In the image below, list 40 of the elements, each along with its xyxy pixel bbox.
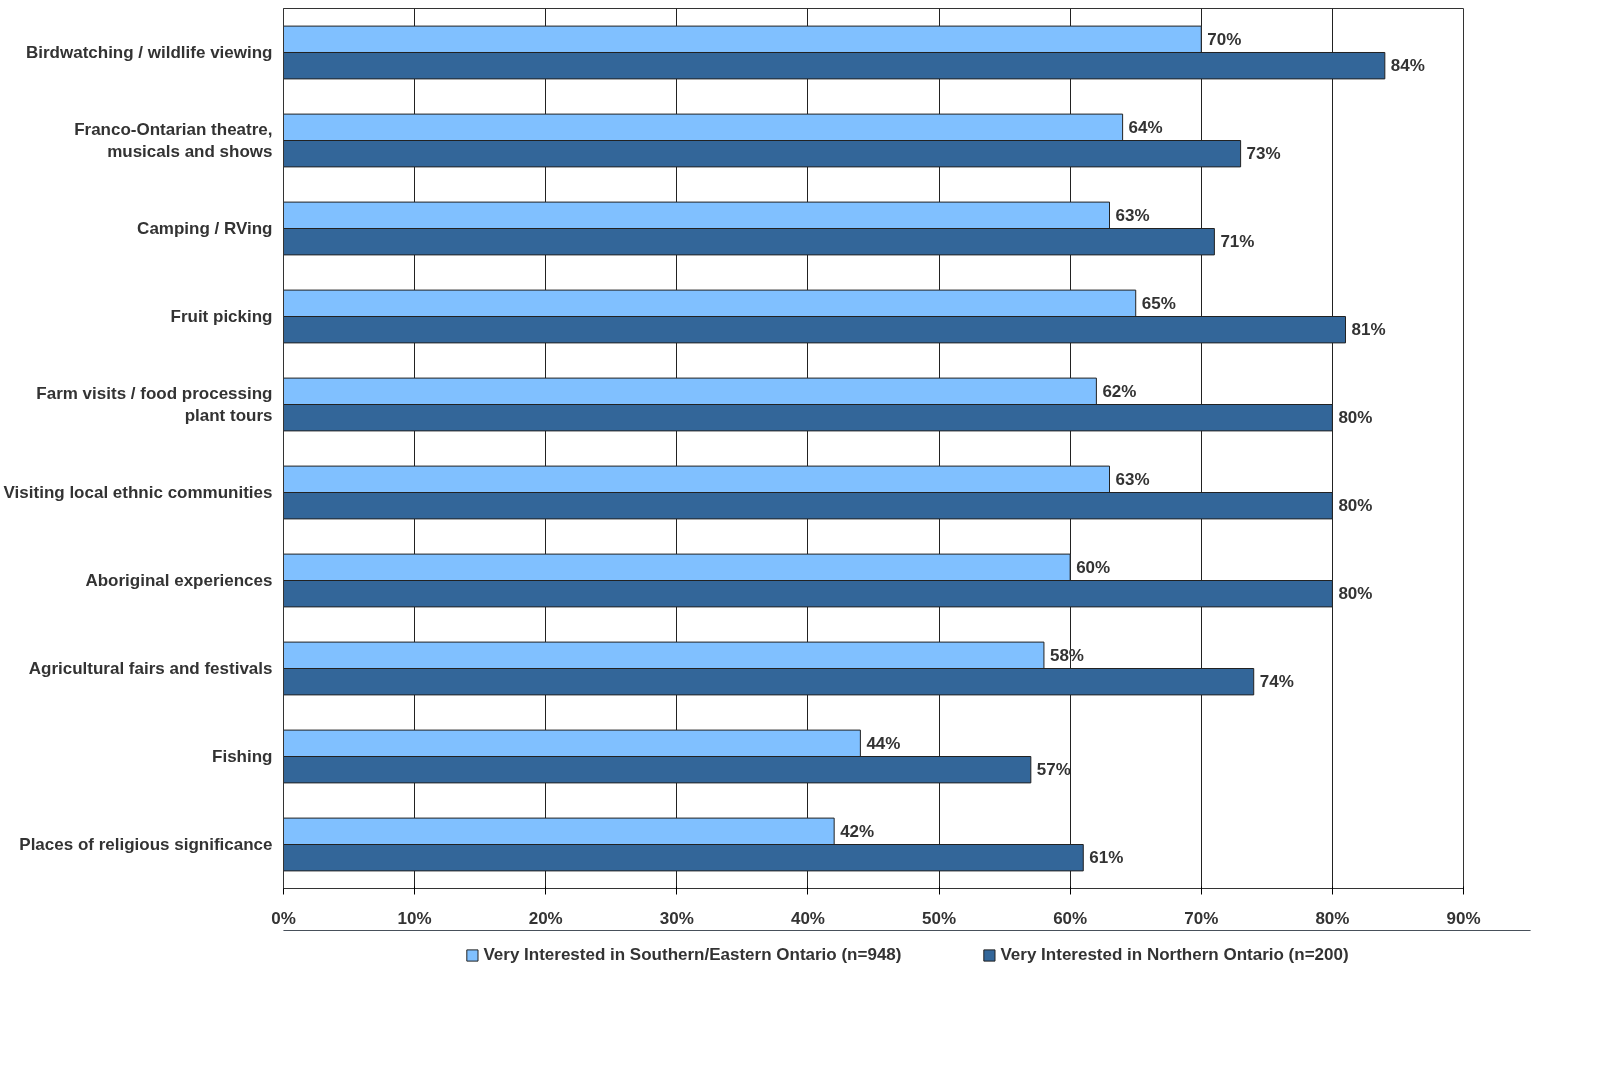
x-tick-label: 60%: [1053, 908, 1088, 928]
data-label: 73%: [1246, 144, 1281, 164]
data-label: 74%: [1259, 672, 1294, 692]
y-tick-label: Birdwatching / wildlife viewing: [25, 43, 273, 62]
data-label: 44%: [866, 733, 901, 753]
y-tick-label: Fruit picking: [170, 307, 273, 326]
y-tick-label: Agricultural fairs and festivals: [28, 659, 273, 678]
y-tick-label: Farm visits / food processing plant tours: [36, 383, 273, 426]
legend-label: Very Interested in Northern Ontario (n=200): [1000, 945, 1349, 965]
data-label: 42%: [840, 821, 875, 841]
data-label: 65%: [1141, 293, 1176, 313]
data-label: 63%: [1115, 205, 1150, 225]
data-label: 60%: [1076, 557, 1111, 577]
y-tick-label: Camping / RVing: [137, 219, 273, 238]
data-label: 84%: [1390, 56, 1425, 76]
y-tick-label: Fishing: [212, 747, 273, 766]
data-label: 63%: [1115, 469, 1150, 489]
x-tick-label: 20%: [528, 908, 563, 928]
data-label: 71%: [1220, 232, 1255, 252]
x-tick-label: 90%: [1446, 908, 1481, 928]
x-tick-label: 0%: [271, 908, 296, 928]
x-tick-label: 80%: [1315, 908, 1350, 928]
data-label: 62%: [1102, 381, 1137, 401]
x-tick-label: 10%: [397, 908, 432, 928]
data-label: 81%: [1351, 320, 1386, 340]
x-tick-label: 40%: [790, 908, 825, 928]
data-label: 61%: [1089, 848, 1124, 868]
legend-label: Very Interested in Southern/Eastern Ontario (n=948): [483, 945, 902, 965]
data-label: 64%: [1128, 117, 1163, 137]
y-tick-label: Aboriginal experiences: [85, 571, 273, 590]
y-tick-label: Visiting local ethnic communities: [3, 483, 273, 502]
y-tick-label: Places of religious significance: [19, 835, 273, 854]
y-tick-label: Franco-Ontarian theatre, musicals and shows: [74, 119, 273, 162]
data-label: 80%: [1338, 408, 1373, 428]
data-label: 80%: [1338, 584, 1373, 604]
x-tick-label: 50%: [922, 908, 957, 928]
x-tick-label: 30%: [659, 908, 694, 928]
data-label: 80%: [1338, 496, 1373, 516]
data-label: 70%: [1207, 29, 1242, 49]
x-tick-label: 70%: [1184, 908, 1219, 928]
